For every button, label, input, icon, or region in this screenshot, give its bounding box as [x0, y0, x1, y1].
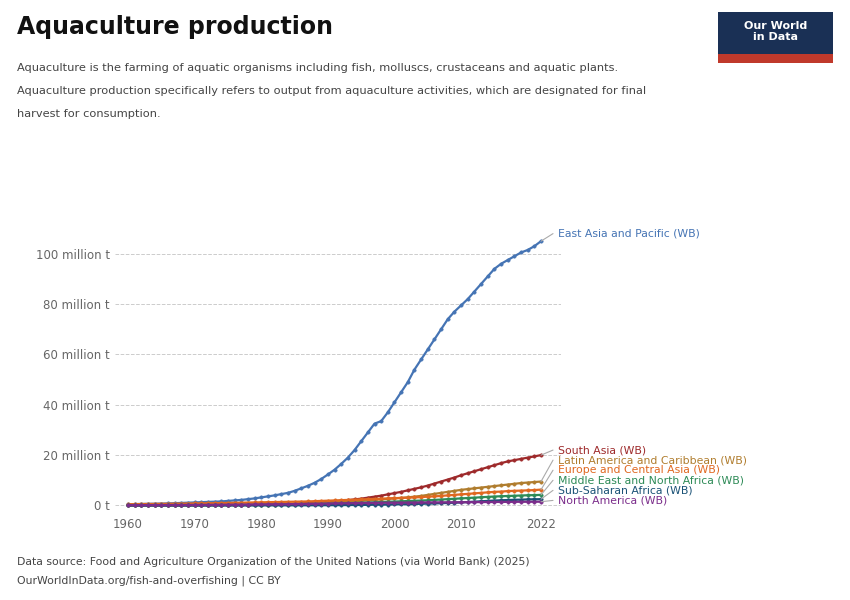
- Text: South Asia (WB): South Asia (WB): [558, 445, 646, 455]
- Text: Aquaculture is the farming of aquatic organisms including fish, molluscs, crusta: Aquaculture is the farming of aquatic or…: [17, 63, 618, 73]
- Text: North America (WB): North America (WB): [558, 496, 667, 505]
- Text: Sub-Saharan Africa (WB): Sub-Saharan Africa (WB): [558, 485, 692, 496]
- Text: Europe and Central Asia (WB): Europe and Central Asia (WB): [558, 465, 720, 475]
- Text: Latin America and Caribbean (WB): Latin America and Caribbean (WB): [558, 455, 746, 465]
- Text: OurWorldInData.org/fish-and-overfishing | CC BY: OurWorldInData.org/fish-and-overfishing …: [17, 576, 280, 587]
- Text: harvest for consumption.: harvest for consumption.: [17, 109, 161, 119]
- Bar: [718, 54, 833, 63]
- Text: Our World
in Data: Our World in Data: [744, 20, 808, 42]
- Text: Middle East and North Africa (WB): Middle East and North Africa (WB): [558, 475, 744, 485]
- Text: Aquaculture production specifically refers to output from aquaculture activities: Aquaculture production specifically refe…: [17, 86, 646, 96]
- Text: Data source: Food and Agriculture Organization of the United Nations (via World : Data source: Food and Agriculture Organi…: [17, 557, 530, 567]
- Text: East Asia and Pacific (WB): East Asia and Pacific (WB): [558, 229, 700, 239]
- Text: Aquaculture production: Aquaculture production: [17, 15, 333, 39]
- FancyBboxPatch shape: [718, 12, 833, 63]
